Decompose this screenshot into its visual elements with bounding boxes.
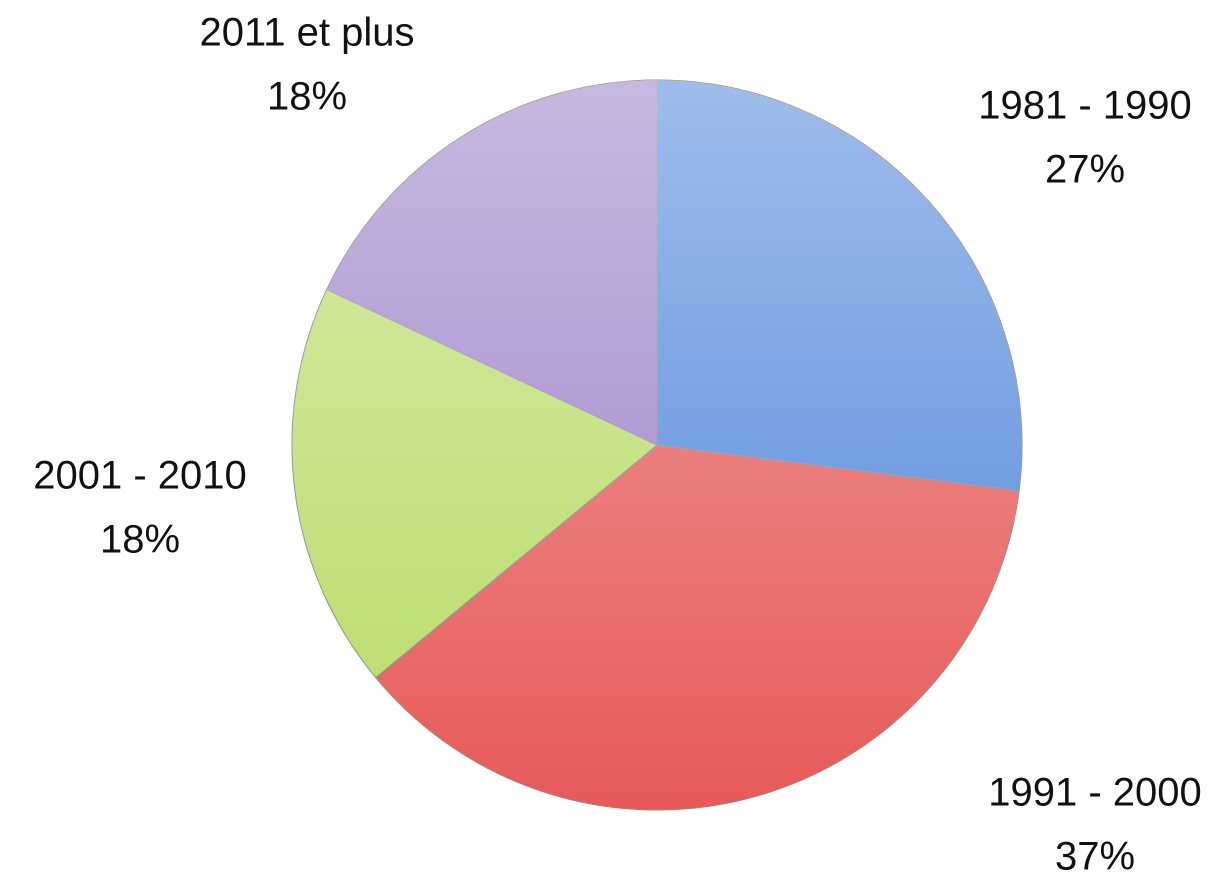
- slice-label: 2011 et plus: [200, 11, 415, 55]
- slice-value-label: 27%: [1045, 148, 1125, 192]
- pie-slice: [656, 79, 1023, 492]
- slice-value-label: 37%: [1055, 835, 1135, 878]
- pie: [291, 79, 1023, 811]
- slice-label: 1991 - 2000: [988, 771, 1202, 815]
- slice-value-label: 18%: [100, 518, 180, 562]
- slice-label: 1981 - 1990: [978, 84, 1192, 128]
- slice-label: 2001 - 2010: [33, 454, 247, 498]
- slice-value-label: 18%: [267, 75, 347, 119]
